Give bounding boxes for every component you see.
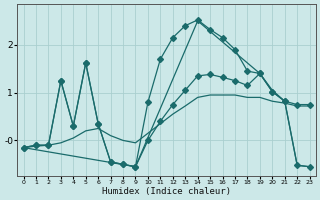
X-axis label: Humidex (Indice chaleur): Humidex (Indice chaleur) bbox=[102, 187, 231, 196]
